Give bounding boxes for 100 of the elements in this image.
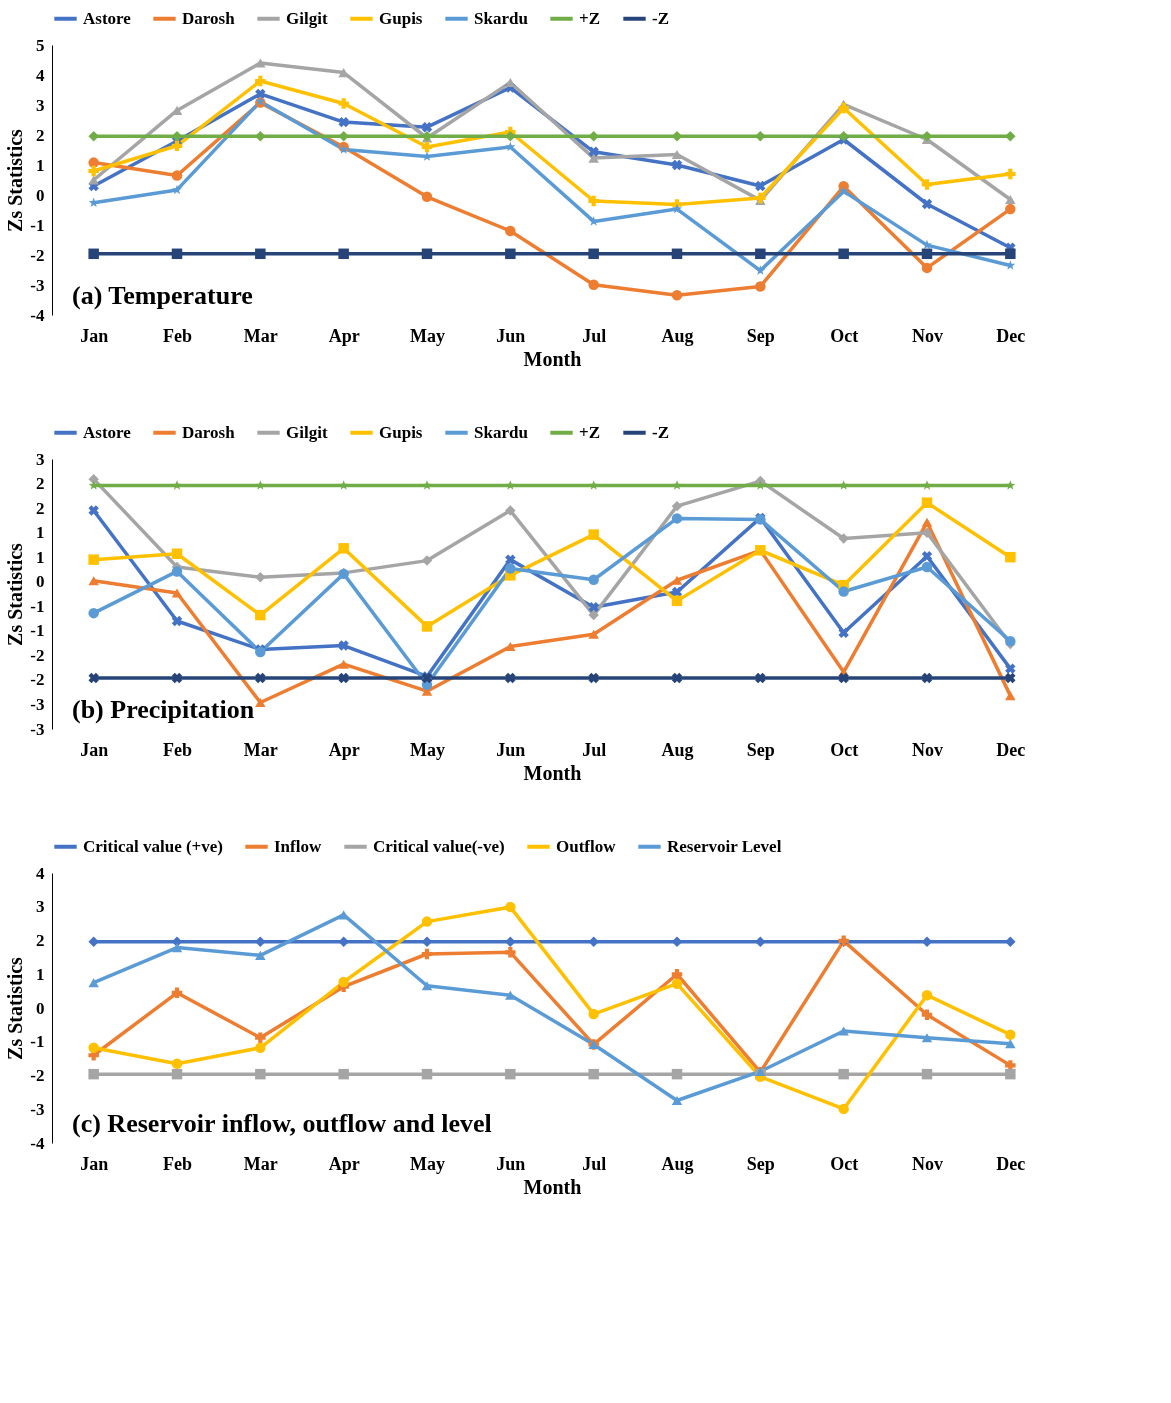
x-tick-label: Oct: [830, 325, 859, 346]
x-tick-label: Dec: [996, 325, 1026, 346]
x-tick-label: Mar: [243, 739, 278, 760]
point: [588, 153, 599, 163]
x-tick-label: Jun: [496, 1153, 526, 1174]
x-tick-label: Mar: [243, 325, 278, 346]
y-axis-title: Zs Statistics: [4, 128, 27, 232]
y-tick-label: 1: [36, 547, 45, 567]
point: [505, 141, 516, 152]
point: [88, 576, 99, 586]
y-tick-label: 1: [36, 155, 45, 175]
point: [255, 572, 266, 583]
legend-label: -Z: [652, 8, 669, 28]
point: [338, 480, 349, 490]
y-tick-label: 2: [36, 498, 45, 518]
legend-label: Outflow: [556, 836, 617, 856]
y-tick-label: -3: [30, 694, 45, 714]
y-tick-label: -1: [30, 1032, 45, 1052]
y-tick-label: -1: [30, 596, 45, 616]
point: [671, 672, 683, 684]
point: [921, 198, 933, 210]
point: [1005, 480, 1016, 490]
y-tick-label: 2: [36, 125, 45, 145]
point: [171, 987, 183, 999]
point: [88, 175, 99, 185]
point: [505, 225, 516, 237]
x-tick-label: Apr: [328, 739, 360, 760]
point: [505, 672, 516, 684]
legend-label: Inflow: [274, 836, 322, 856]
point: [171, 170, 183, 181]
point: [421, 621, 433, 632]
point: [171, 1058, 183, 1069]
point: [921, 1033, 933, 1043]
point: [755, 672, 766, 684]
x-tick-label: Jul: [582, 1153, 607, 1174]
x-tick-label: Jan: [80, 1153, 109, 1174]
point: [921, 262, 933, 274]
point: [171, 943, 183, 953]
point: [838, 186, 849, 196]
point: [338, 659, 349, 669]
point: [255, 1042, 266, 1054]
y-tick-label: -4: [30, 305, 45, 325]
y-tick-label: -2: [30, 670, 45, 690]
point: [1005, 194, 1016, 205]
x-tick-label: Jul: [582, 739, 607, 760]
point: [838, 586, 849, 597]
point: [671, 513, 683, 524]
point: [1005, 691, 1016, 701]
point: [88, 672, 99, 684]
point: [255, 88, 266, 100]
point: [171, 548, 183, 559]
point: [588, 529, 599, 540]
point: [671, 500, 683, 512]
point: [671, 159, 683, 171]
x-tick-label: Dec: [996, 739, 1026, 760]
y-tick-label: -2: [30, 245, 45, 265]
y-tick-label: -1: [30, 621, 45, 641]
legend-label: +Z: [579, 422, 601, 442]
y-tick-label: 2: [36, 474, 45, 494]
point: [838, 248, 849, 260]
point: [838, 480, 849, 490]
x-tick-label: Dec: [996, 1153, 1026, 1174]
y-tick-label: -4: [30, 1133, 45, 1153]
point: [505, 554, 516, 565]
point: [921, 672, 933, 684]
legend-label: Astore: [83, 8, 132, 28]
point: [88, 473, 99, 485]
point: [505, 77, 516, 88]
point: [1005, 248, 1016, 260]
point: [505, 505, 516, 516]
point: [88, 607, 99, 619]
y-tick-label: 0: [36, 998, 45, 1018]
point: [255, 75, 266, 87]
point: [172, 184, 182, 195]
point: [255, 1032, 266, 1043]
point: [88, 505, 99, 516]
point: [755, 936, 766, 948]
x-tick-label: May: [410, 325, 445, 346]
point: [421, 141, 433, 153]
point: [921, 1009, 933, 1020]
point: [255, 58, 266, 68]
point: [1005, 663, 1016, 674]
y-tick-label: 4: [36, 863, 45, 883]
x-tick-label: Oct: [830, 1153, 859, 1174]
point: [88, 978, 99, 988]
x-tick-label: Apr: [328, 325, 360, 346]
point: [838, 672, 849, 684]
x-tick-label: Aug: [661, 325, 694, 346]
point: [671, 248, 683, 260]
x-tick-label: May: [410, 739, 445, 760]
y-tick-label: 2: [36, 931, 45, 950]
y-tick-label: 3: [36, 897, 45, 917]
point: [588, 602, 599, 613]
point: [421, 555, 433, 566]
y-tick-label: -2: [30, 645, 45, 665]
point: [88, 157, 99, 168]
point: [421, 981, 433, 991]
point: [338, 98, 349, 109]
legend-label: Critical value (+ve): [83, 836, 223, 856]
point: [255, 480, 266, 490]
